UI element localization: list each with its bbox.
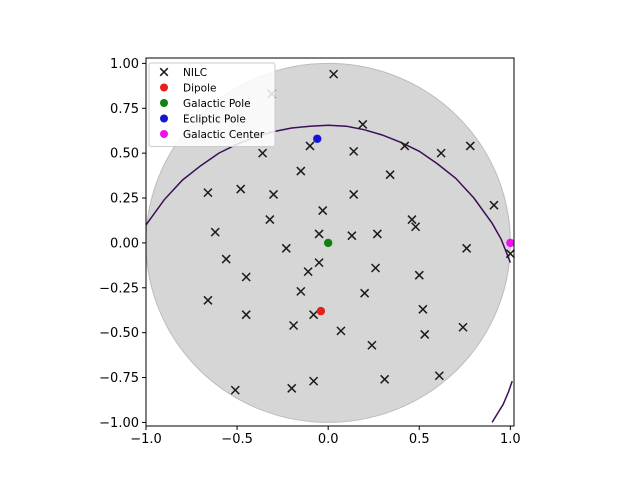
legend-marker-ecliptic-pole: [160, 114, 168, 123]
y-tick-label-3: 0.25: [110, 192, 139, 207]
contour-curve-1: [491, 380, 513, 423]
nilc-point-2: [358, 119, 368, 129]
nilc-point-15: [489, 200, 499, 210]
x-tick-label-2: 0.0: [318, 432, 339, 447]
legend-label-nilc: NILC: [183, 67, 207, 79]
nilc-point-31: [414, 270, 424, 280]
legend-box: [148, 62, 276, 147]
y-axis-ticks: 1.00 0.75 0.50 0.25 0.00 −0.25 −0.50 −0.75 −1.00: [99, 57, 146, 431]
legend-marker-galactic-center: [160, 130, 168, 138]
x-tick-label-1: −0.5: [221, 432, 253, 447]
legend-label-ecliptic-pole: Ecliptic Pole: [183, 113, 246, 125]
nilc-point-8: [258, 148, 268, 158]
nilc-point-25: [462, 243, 472, 253]
ecliptic-pole-point-0: [313, 134, 322, 143]
nilc-point-37: [241, 310, 251, 320]
nilc-point-48: [230, 385, 240, 395]
nilc-point-14: [349, 189, 359, 199]
nilc-point-6: [436, 148, 446, 158]
nilc-point-45: [309, 376, 319, 386]
galactic-pole-point-0: [323, 238, 333, 248]
nilc-point-42: [420, 329, 430, 339]
legend-marker-dipole: [160, 83, 168, 92]
nilc-point-29: [371, 263, 381, 273]
y-tick-label-2: 0.50: [110, 147, 139, 162]
nilc-point-43: [367, 340, 377, 350]
nilc-point-46: [380, 374, 390, 384]
nilc-point-11: [203, 188, 213, 198]
dipole-point-0: [316, 306, 326, 316]
nilc-point-3: [305, 141, 315, 151]
nilc-point-40: [458, 322, 468, 332]
nilc-point-9: [296, 166, 306, 176]
nilc-point-4: [349, 146, 359, 156]
legend-label-dipole: Dipole: [183, 82, 216, 94]
nilc-point-44: [434, 371, 444, 381]
nilc-point-22: [347, 231, 357, 241]
nilc-point-36: [418, 304, 428, 314]
legend-label-galactic-pole: Galactic Pole: [183, 98, 251, 110]
nilc-point-39: [289, 320, 299, 331]
x-axis-ticks: −1.0 −0.5 0.0 0.5 1.0: [130, 426, 521, 447]
y-tick-label-1: 0.75: [110, 102, 139, 117]
nilc-point-19: [411, 222, 421, 232]
legend: NILC Dipole Galactic Pole Ecliptic Pole Gala…: [148, 62, 276, 147]
nilc-point-28: [314, 258, 324, 268]
legend-marker-nilc: [159, 67, 169, 77]
nilc-point-27: [221, 254, 231, 264]
nilc-point-7: [465, 141, 475, 151]
x-tick-label-0: −1.0: [130, 432, 162, 447]
nilc-point-10: [385, 170, 395, 180]
nilc-point-16: [318, 206, 328, 216]
y-tick-label-6: −0.50: [99, 326, 139, 341]
galactic-center-point-0: [506, 238, 515, 248]
y-tick-label-5: −0.25: [99, 281, 139, 296]
nilc-point-38: [309, 310, 319, 320]
nilc-point-0: [329, 69, 339, 79]
legend-label-galactic-center: Galactic Center: [183, 129, 265, 141]
x-tick-label-3: 0.5: [409, 432, 430, 447]
nilc-point-18: [407, 215, 417, 225]
nilc-point-33: [296, 286, 306, 296]
legend-marker-galactic-pole: [160, 99, 168, 107]
nilc-point-26: [505, 249, 515, 259]
nilc-point-13: [268, 189, 279, 199]
y-tick-label-8: −1.00: [99, 416, 139, 431]
nilc-point-5: [400, 141, 410, 151]
nilc-point-12: [236, 184, 246, 194]
nilc-point-47: [287, 383, 297, 393]
nilc-point-21: [314, 229, 324, 239]
contour-curve-0: [146, 124, 512, 263]
nilc-point-20: [210, 227, 220, 237]
nilc-point-34: [360, 288, 370, 298]
nilc-point-35: [203, 295, 213, 305]
nilc-point-41: [336, 326, 346, 336]
nilc-point-23: [372, 229, 382, 239]
axes-frame: [145, 57, 515, 427]
nilc-point-32: [241, 272, 251, 282]
nilc-point-24: [281, 243, 291, 253]
y-tick-label-4: 0.00: [110, 236, 139, 251]
y-tick-label-0: 1.00: [110, 57, 139, 72]
nilc-point-30: [303, 267, 313, 277]
nilc-point-17: [265, 215, 275, 225]
contour-layer: [146, 124, 513, 423]
y-tick-label-7: −0.75: [99, 371, 139, 386]
x-tick-label-4: 1.0: [500, 432, 521, 447]
